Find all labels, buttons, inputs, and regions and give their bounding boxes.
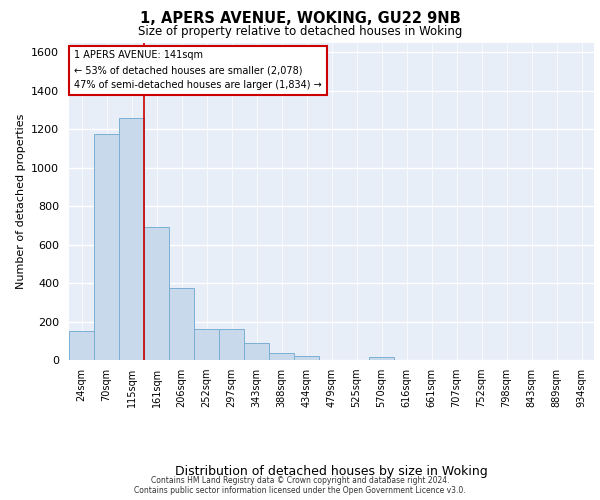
X-axis label: Distribution of detached houses by size in Woking: Distribution of detached houses by size …: [175, 466, 488, 478]
Y-axis label: Number of detached properties: Number of detached properties: [16, 114, 26, 289]
Text: Contains HM Land Registry data © Crown copyright and database right 2024.
Contai: Contains HM Land Registry data © Crown c…: [134, 476, 466, 495]
Text: Size of property relative to detached houses in Woking: Size of property relative to detached ho…: [138, 25, 462, 38]
Bar: [219, 329, 244, 360]
Bar: [144, 227, 169, 360]
Bar: [269, 354, 294, 360]
Bar: [69, 331, 94, 360]
Bar: [169, 288, 194, 360]
Bar: [369, 357, 394, 360]
Bar: [94, 134, 119, 360]
Bar: [294, 356, 319, 360]
Bar: [119, 118, 144, 360]
Text: 1 APERS AVENUE: 141sqm
← 53% of detached houses are smaller (2,078)
47% of semi-: 1 APERS AVENUE: 141sqm ← 53% of detached…: [74, 50, 322, 90]
Bar: [194, 329, 219, 360]
Text: 1, APERS AVENUE, WOKING, GU22 9NB: 1, APERS AVENUE, WOKING, GU22 9NB: [140, 11, 460, 26]
Bar: [244, 342, 269, 360]
